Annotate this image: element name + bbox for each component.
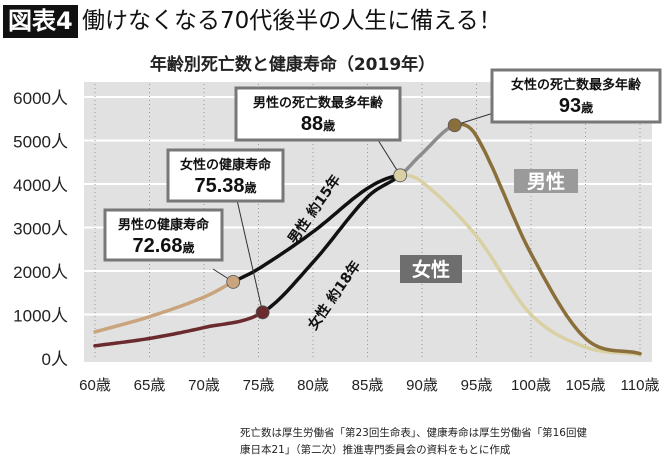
y-tick-label: 5000人 [13,133,68,152]
headline: 働けなくなる70代後半の人生に備える！ [82,8,502,34]
callout-value: 88歳 [301,113,335,135]
marker-point [447,118,462,133]
callout-label: 男性の健康寿命 [118,217,210,233]
x-tick-label: 105歳 [565,377,605,394]
callout-unit: 歳 [183,240,195,255]
callout-value: 72.68歳 [132,235,194,257]
series-line-female [452,122,642,356]
series-line-male [231,173,402,284]
footnote-line-1: 死亡数は厚生労働省「第23回生命表」、健康寿命は厚生労働省「第16回健 [240,427,587,439]
figure-badge: 図表4 [3,5,78,38]
series-line-female [398,123,457,178]
x-tick-label: 110歳 [621,377,660,394]
callout-value: 75.38歳 [194,175,256,197]
series-label: 男性 [527,170,565,193]
x-tick-label: 70歳 [188,377,220,394]
callout-box [234,86,402,142]
callout-unit: 歳 [323,118,335,133]
y-tick-label: 4000人 [13,176,68,195]
y-tick-label: 2000人 [13,263,68,282]
callout-leader [236,199,264,313]
x-tick-label: 60歳 [79,377,111,394]
series-line-female [260,173,402,315]
series-line-male [398,173,642,357]
y-tick-label: 6000人 [13,89,68,108]
callout-box [490,68,662,124]
series-label-box [400,255,462,283]
callout-leader [377,139,401,176]
series-line-female [93,310,265,348]
marker-point [393,168,408,183]
series-label-box [514,169,578,193]
footnote: 死亡数は厚生労働省「第23回生命表」、健康寿命は厚生労働省「第16回健 康日本2… [240,425,587,459]
marker-point [226,274,241,289]
callout-label: 女性の健康寿命 [180,157,272,173]
series-label: 女性 [412,258,450,281]
callout-value: 93歳 [559,95,593,117]
callout-label: 男性の死亡数最多年齢 [253,95,384,111]
marker-point [255,305,270,320]
y-tick-label: 1000人 [13,307,68,326]
callout-unit: 歳 [581,100,593,115]
x-tick-label: 100歳 [511,377,551,394]
footnote-line-2: 康日本21」（第二次）推進専門委員会の資料をもとに作成 [240,444,511,456]
y-tick-label: 3000人 [13,220,68,239]
callout-box [166,148,285,203]
x-tick-label: 90歳 [406,377,438,394]
chart-title: 年齢別死亡数と健康寿命（2019年） [149,55,436,75]
x-tick-label: 80歳 [297,377,329,394]
callout-label: 女性の死亡数最多年齢 [511,77,642,93]
x-tick-label: 85歳 [352,377,384,394]
x-tick-label: 95歳 [461,377,493,394]
x-tick-label: 65歳 [134,377,166,394]
x-tick-label: 75歳 [243,377,275,394]
series-line-male [93,280,235,334]
callout-unit: 歳 [245,180,257,195]
callout-box [103,208,224,262]
y-tick-label: 0人 [42,350,68,369]
